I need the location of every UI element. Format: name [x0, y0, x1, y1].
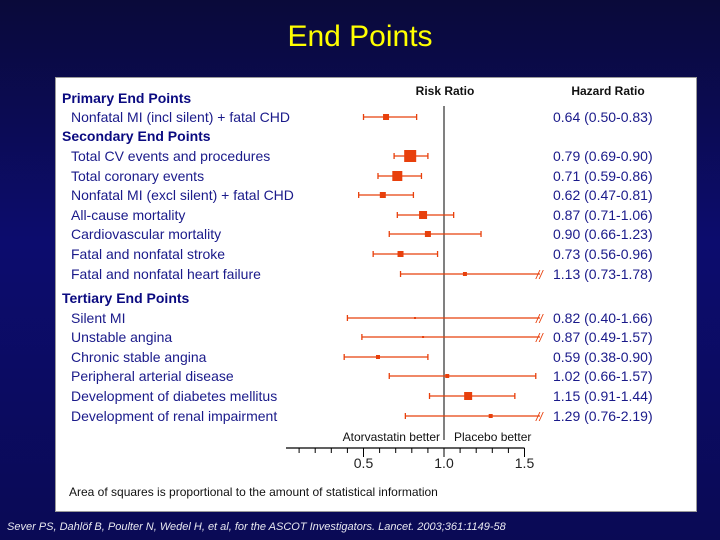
- truncation-marker: //: [535, 410, 544, 424]
- hazard-ratio-square: [424, 231, 431, 237]
- endpoint-label: Nonfatal MI (excl silent) + fatal CHD: [71, 187, 294, 203]
- truncation-marker: //: [535, 331, 544, 345]
- hazard-ratio-value: 0.90 (0.66-1.23): [553, 226, 653, 242]
- endpoint-label: Development of renal impairment: [71, 408, 277, 424]
- forest-plot-panel: Risk Ratio Hazard Ratio Primary End Points…: [55, 77, 697, 512]
- hazard-ratio-value: 1.15 (0.91-1.44): [553, 388, 653, 404]
- hazard-ratio-value: 1.02 (0.66-1.57): [553, 368, 653, 384]
- footnote: Area of squares is proportional to the a…: [69, 485, 438, 499]
- hazard-ratio-square: [397, 251, 404, 257]
- hazard-ratio-square: [422, 336, 425, 338]
- group-heading: Primary End Points: [62, 90, 191, 106]
- citation: Sever PS, Dahlöf B, Poulter N, Wedel H, …: [7, 521, 506, 533]
- endpoint-label: Fatal and nonfatal heart failure: [71, 266, 261, 282]
- endpoint-label: Nonfatal MI (incl silent) + fatal CHD: [71, 109, 290, 125]
- hazard-ratio-header: Hazard Ratio: [571, 84, 644, 98]
- hazard-ratio-value: 0.79 (0.69-0.90): [553, 148, 653, 164]
- endpoint-label: Fatal and nonfatal stroke: [71, 246, 225, 262]
- truncation-marker: //: [535, 312, 544, 326]
- endpoint-label: All-cause mortality: [71, 207, 185, 223]
- hazard-ratio-value: 0.87 (0.49-1.57): [553, 329, 653, 345]
- x-tick-label: 1.5: [515, 455, 535, 471]
- hazard-ratio-square: [464, 392, 473, 400]
- endpoint-label: Development of diabetes mellitus: [71, 388, 277, 404]
- endpoint-label: Chronic stable angina: [71, 349, 207, 365]
- hazard-ratio-value: 0.64 (0.50-0.83): [553, 109, 653, 125]
- hazard-ratio-square: [379, 192, 386, 198]
- hazard-ratio-square: [404, 150, 417, 162]
- hazard-ratio-square: [445, 374, 450, 378]
- hazard-ratio-square: [375, 355, 380, 359]
- endpoint-label: Cardiovascular mortality: [71, 226, 221, 242]
- group-heading: Secondary End Points: [62, 128, 211, 144]
- x-tick-label: 0.5: [354, 455, 374, 471]
- hazard-ratio-square: [419, 211, 428, 219]
- hazard-ratio-value: 1.13 (0.73-1.78): [553, 266, 653, 282]
- truncation-marker: //: [535, 268, 544, 282]
- hazard-ratio-value: 1.29 (0.76-2.19): [553, 408, 653, 424]
- endpoint-label: Total CV events and procedures: [71, 148, 270, 164]
- group-heading: Tertiary End Points: [62, 290, 190, 306]
- slide-title: End Points: [287, 20, 433, 53]
- hazard-ratio-value: 0.59 (0.38-0.90): [553, 349, 653, 365]
- risk-ratio-header: Risk Ratio: [416, 84, 475, 98]
- hazard-ratio-value: 0.82 (0.40-1.66): [553, 310, 653, 326]
- hazard-ratio-square: [383, 114, 390, 120]
- endpoint-label: Peripheral arterial disease: [71, 368, 234, 384]
- hazard-ratio-value: 0.87 (0.71-1.06): [553, 207, 653, 223]
- hazard-ratio-square: [414, 317, 417, 319]
- endpoint-label: Unstable angina: [71, 329, 172, 345]
- endpoint-label: Silent MI: [71, 310, 125, 326]
- hazard-ratio-value: 0.71 (0.59-0.86): [553, 168, 653, 184]
- x-tick-label: 1.0: [434, 455, 454, 471]
- hazard-ratio-value: 0.73 (0.56-0.96): [553, 246, 653, 262]
- endpoint-label: Total coronary events: [71, 168, 204, 184]
- left-direction-label: Atorvastatin better: [343, 430, 440, 444]
- hazard-ratio-square: [392, 171, 403, 181]
- forest-plot: Risk Ratio Hazard Ratio Primary End Points…: [62, 84, 653, 499]
- right-direction-label: Placebo better: [454, 430, 531, 444]
- hazard-ratio-square: [488, 414, 493, 418]
- hazard-ratio-square: [462, 272, 467, 276]
- hazard-ratio-value: 0.62 (0.47-0.81): [553, 187, 653, 203]
